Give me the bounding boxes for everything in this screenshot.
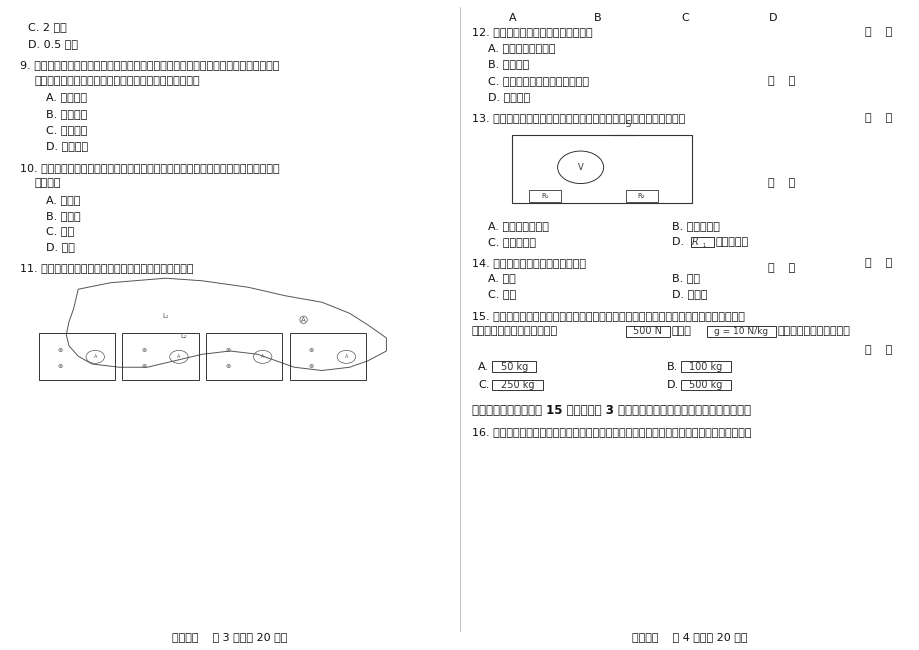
Bar — [528, 190, 561, 202]
Text: C.: C. — [478, 380, 489, 390]
Text: 9. 多数汽油机是由吸气、压缩、做功、排气四个冲程的不断循环来保证连续工作的，从: 9. 多数汽油机是由吸气、压缩、做功、排气四个冲程的不断循环来保证连续工作的，从 — [20, 60, 279, 70]
Text: A: A — [261, 354, 264, 359]
Text: 二、填空题（本大题共 15 分，每小题 3 分，请把答案写在答题卡相应题号横线上）: 二、填空题（本大题共 15 分，每小题 3 分，请把答案写在答题卡相应题号横线上… — [471, 404, 750, 417]
Text: S: S — [625, 120, 630, 129]
Text: g = 10 N/kg: g = 10 N/kg — [713, 327, 767, 336]
Text: A: A — [345, 354, 347, 359]
Text: B. 石油: B. 石油 — [671, 273, 698, 283]
Bar — [206, 333, 282, 380]
Text: R: R — [691, 237, 698, 247]
Text: C. 欧姆: C. 欧姆 — [46, 226, 74, 237]
Bar — [289, 333, 366, 380]
Text: 物理试卷    第 4 页（共 20 页）: 物理试卷 第 4 页（共 20 页） — [631, 632, 747, 642]
Text: A.: A. — [478, 361, 489, 372]
Text: L₂: L₂ — [180, 333, 187, 339]
Bar — [625, 326, 669, 337]
Text: ₁: ₁ — [702, 240, 705, 249]
Text: A: A — [177, 354, 180, 359]
Text: 11. 如图所示的实物电路，关于它的电路图面法正确的是: 11. 如图所示的实物电路，关于它的电路图面法正确的是 — [20, 263, 194, 273]
Text: 500 kg: 500 kg — [688, 380, 722, 390]
Bar — [492, 380, 542, 390]
Text: B. 压缩冲程: B. 压缩冲程 — [46, 109, 87, 119]
Text: （    ）: （ ） — [767, 75, 795, 86]
Text: A: A — [94, 354, 96, 359]
Text: 理学家是: 理学家是 — [35, 178, 62, 188]
Bar — [706, 326, 775, 337]
Text: C. 总电阻不变: C. 总电阻不变 — [487, 237, 535, 247]
Text: ⊗: ⊗ — [58, 348, 62, 353]
Bar — [512, 135, 691, 203]
Text: （    ）: （ ） — [767, 178, 795, 188]
Text: A. 风能: A. 风能 — [487, 273, 515, 283]
Text: ），则原木的质量大约为: ），则原木的质量大约为 — [777, 326, 849, 337]
Bar — [680, 380, 731, 390]
Text: B. 大雪纷飞: B. 大雪纷飞 — [487, 59, 528, 70]
Text: （    ）: （ ） — [864, 257, 891, 268]
Text: C. 2 牛顿: C. 2 牛顿 — [28, 22, 66, 32]
Text: ⊗: ⊗ — [309, 348, 313, 353]
Text: 10. 发现利用磁场产生电流的条件和规律，进一步解释了电现象和磁现象之间联系的物: 10. 发现利用磁场产生电流的条件和规律，进一步解释了电现象和磁现象之间联系的物 — [20, 162, 279, 173]
Text: A. 电压表示数变大: A. 电压表示数变大 — [487, 221, 548, 231]
Text: A. 奥斯特: A. 奥斯特 — [46, 195, 80, 205]
Text: 14. 下列能源属于不可再生能源的是: 14. 下列能源属于不可再生能源的是 — [471, 257, 585, 268]
Text: A. 吸气冲程: A. 吸气冲程 — [46, 92, 87, 103]
Text: 15. 一根原木放在水平地面上，粗略估计它的质量时，我们视其粗细相同，质量分布均匀，: 15. 一根原木放在水平地面上，粗略估计它的质量时，我们视其粗细相同，质量分布均… — [471, 311, 744, 321]
Text: D. 太阳能: D. 太阳能 — [671, 289, 707, 299]
Text: 13. 如图所示的电路中，当滑动变阻器滑片左移时，下面说法正确的是: 13. 如图所示的电路中，当滑动变阻器滑片左移时，下面说法正确的是 — [471, 113, 685, 124]
Text: R₂: R₂ — [637, 192, 645, 199]
Bar — [690, 237, 713, 247]
Text: ⊗: ⊗ — [142, 364, 146, 369]
Text: 50 kg: 50 kg — [500, 361, 528, 372]
Text: 16. 某同学把一个凸透镜正对着太阳光，再把一张白纸放在它的另一侧，适当调整位置后，在: 16. 某同学把一个凸透镜正对着太阳光，再把一张白纸放在它的另一侧，适当调整位置… — [471, 427, 751, 437]
Text: ⊗: ⊗ — [142, 348, 146, 353]
Bar — [122, 333, 199, 380]
Text: B: B — [594, 13, 601, 23]
Text: A. 走到花园闻到花香: A. 走到花园闻到花香 — [487, 43, 554, 53]
Text: 100 kg: 100 kg — [688, 361, 722, 372]
Text: ⊗: ⊗ — [225, 348, 230, 353]
Text: D.: D. — [671, 237, 686, 247]
Text: ⊗: ⊗ — [58, 364, 62, 369]
Text: B. 法拉第: B. 法拉第 — [46, 211, 81, 221]
Text: （    ）: （ ） — [864, 344, 891, 355]
Text: 能量转化的角度看，存在着内能转化为机械能的过程的是: 能量转化的角度看，存在着内能转化为机械能的过程的是 — [35, 75, 200, 86]
Text: R₁: R₁ — [540, 192, 548, 199]
Bar — [39, 333, 115, 380]
Text: 500 N: 500 N — [632, 326, 662, 337]
Text: C. 做功冲程: C. 做功冲程 — [46, 125, 87, 135]
Text: B.: B. — [666, 361, 677, 372]
Text: V: V — [577, 162, 583, 172]
Text: ⊗: ⊗ — [225, 364, 230, 369]
Text: （    ）: （ ） — [864, 113, 891, 124]
Bar — [680, 361, 731, 372]
Text: 250 kg: 250 kg — [500, 380, 534, 390]
Bar — [625, 190, 657, 202]
Text: A: A — [301, 317, 306, 323]
Text: 物理试卷    第 3 页（共 20 页）: 物理试卷 第 3 页（共 20 页） — [172, 632, 288, 642]
Text: D. 0.5 牛顿: D. 0.5 牛顿 — [28, 39, 77, 49]
Text: D. 尘土飞扬: D. 尘土飞扬 — [487, 92, 529, 102]
Text: D: D — [767, 13, 777, 23]
Text: D. 安培: D. 安培 — [46, 242, 74, 252]
Text: 现抬起一端使它稍离地面需要: 现抬起一端使它稍离地面需要 — [471, 326, 558, 337]
Text: A: A — [508, 13, 516, 23]
Text: C. 烧废纸时看到烟雾在空中弥漫: C. 烧废纸时看到烟雾在空中弥漫 — [487, 75, 588, 86]
Text: 12. 下列现象中能说明分子热运动的是: 12. 下列现象中能说明分子热运动的是 — [471, 27, 592, 37]
Text: D.: D. — [666, 380, 678, 390]
Text: L₁: L₁ — [162, 313, 169, 320]
Text: ⊗: ⊗ — [309, 364, 313, 369]
Text: 的电阻变大: 的电阻变大 — [715, 237, 748, 247]
Text: B. 总电流变小: B. 总电流变小 — [671, 221, 719, 231]
Text: 的力（: 的力（ — [671, 326, 691, 337]
Text: （    ）: （ ） — [767, 263, 795, 273]
Text: （    ）: （ ） — [864, 27, 891, 37]
Bar — [492, 361, 536, 372]
Text: C: C — [681, 13, 688, 23]
Text: D. 排气冲程: D. 排气冲程 — [46, 141, 88, 151]
Text: C. 水能: C. 水能 — [487, 289, 516, 299]
